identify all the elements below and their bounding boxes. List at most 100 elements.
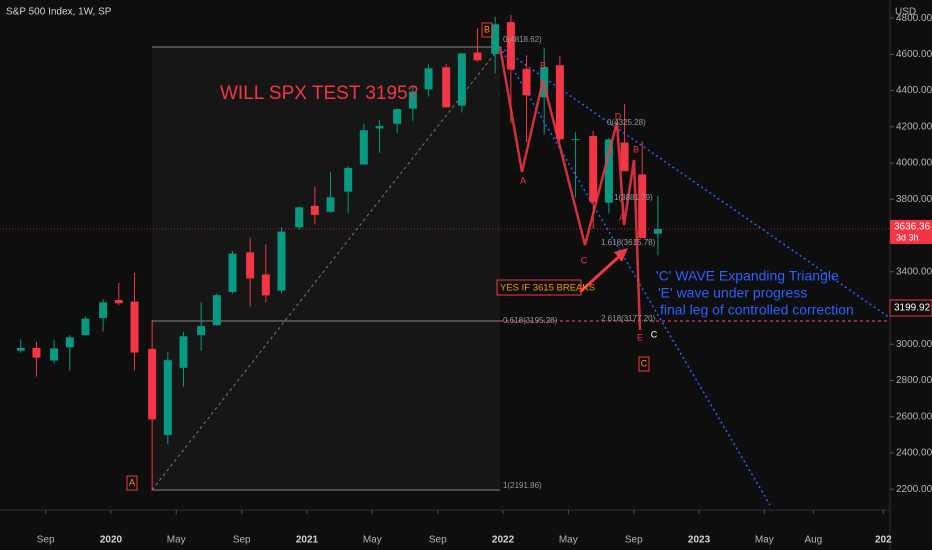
candle-body [295,207,304,228]
callout: YES IF 3615 BREAKS [500,283,595,294]
trendline [499,46,771,506]
y-tick-label: 4800.00 [896,13,932,24]
x-tick-label: Sep [429,535,447,546]
chart-title: S&P 500 Index, 1W, SP [6,7,112,18]
label-box [126,475,138,491]
y-tick-label: 3400.00 [896,266,932,277]
candle-body [344,167,353,192]
fib-label: 2.618(3177.20) [601,314,656,323]
fib-label: 1(3881.79) [614,193,653,202]
wave-label: B [540,60,546,70]
candle-body [212,295,221,326]
x-tick-label: 2023 [688,535,711,546]
candle-body [555,65,564,140]
x-tick-label: May [363,535,382,546]
candle-body [50,348,59,361]
candle-body [408,91,417,109]
callout-box [496,279,582,296]
candle-body [375,126,384,129]
y-tick-label: 2800.00 [896,375,932,386]
currency: USD [895,7,916,18]
candle-body [442,67,451,108]
x-tick-label: 202 [875,535,892,546]
fib-label: 0.618(3195.28) [503,316,558,325]
candle-body [197,326,206,336]
level-tag [889,299,932,317]
candle-body [522,68,531,96]
y-tick-label: 4200.00 [896,121,932,132]
arrow [578,250,626,294]
x-tick-label: Aug [804,535,822,546]
candle-body [473,52,482,61]
candle-body [163,360,172,435]
boxed-label: C [641,358,648,368]
fib-label: 0(4325.28) [607,118,646,127]
candle-body [491,24,500,54]
candle-body [506,22,515,70]
note: 'E' wave under progress [658,285,807,301]
candle-body [638,174,647,239]
wave-label: A [520,175,526,185]
y-tick-label: 4400.00 [896,85,932,96]
candle-body [114,300,123,304]
candle-body [310,205,319,215]
label-box [481,22,493,38]
price-tag [890,219,932,244]
fib-label: 1(2191.86) [503,481,542,490]
y-tick-label: 4600.00 [896,49,932,60]
headline: WILL SPX TEST 3195? [220,83,418,104]
x-tick-label: Sep [233,535,251,546]
candle-body [604,139,613,203]
candle-body [277,231,286,291]
candle-body [148,348,157,420]
candle-body [81,318,90,336]
price-tag-label: 3636.36 [894,222,931,233]
candle-body [179,336,188,368]
candle-body [326,197,335,212]
x-tick-label: Sep [37,535,55,546]
fib-label: 0(4818.62) [503,35,542,44]
y-tick-label: 2200.00 [896,484,932,495]
arrow-head [614,248,628,262]
y-tick-label: 3800.00 [896,194,932,205]
note: 'C' WAVE Expanding Triangle [656,268,839,284]
y-tick-label: 3000.00 [896,339,932,350]
wave-label: E [637,332,643,342]
candle-body [424,68,433,90]
price-tag-countdown: 3d 3h [896,232,919,242]
wave-label: D [615,111,622,121]
candle-body [246,252,255,279]
level-tag-label: 3199.92 [894,303,931,314]
x-tick-label: 2022 [492,535,515,546]
wave-path [498,46,642,331]
y-tick-label: 2600.00 [896,411,932,422]
x-tick-label: May [167,535,186,546]
wave-label: C [651,329,658,339]
wave-label: B [633,144,639,154]
fib-label: 1.618(3615.78) [601,238,656,247]
plot [16,14,662,491]
candle-body [65,337,74,348]
y-tick-label: 2400.00 [896,448,932,459]
wave-label: C [581,255,588,265]
candle-body [32,347,41,358]
label-box [638,356,650,372]
x-tick-label: 2021 [296,535,319,546]
candle-body [571,139,580,141]
x-tick-label: 2020 [100,535,123,546]
x-tick-label: May [755,535,774,546]
boxed-label: A [129,477,135,487]
candle-body [393,109,402,124]
candle-body [457,53,466,106]
candle-body [359,130,368,165]
fib-diagonal [151,46,501,491]
y-tick-label: 4000.00 [896,158,932,169]
candle-body [261,274,270,296]
trendline [499,46,891,319]
candle-body [589,135,598,203]
note: final leg of controlled correction [660,302,854,318]
candle-body [99,302,108,319]
wave-label: A [619,212,625,222]
candle-body [130,301,139,353]
